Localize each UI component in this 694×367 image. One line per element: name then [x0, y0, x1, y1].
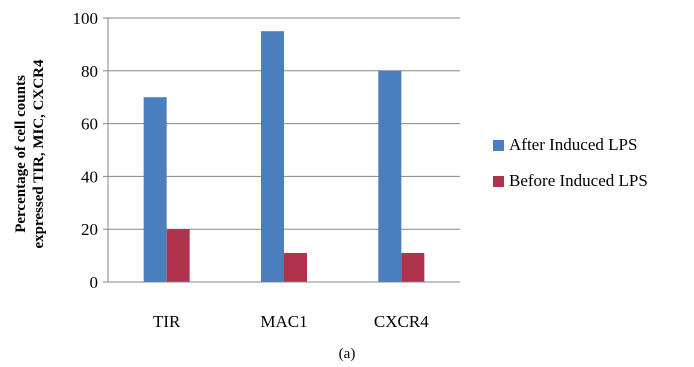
bar-before-tir: [166, 229, 190, 282]
x-tick-label: MAC1: [260, 312, 307, 331]
y-tick-label: 60: [81, 115, 98, 134]
bar-after-tir: [143, 97, 167, 282]
legend-swatch: [493, 140, 504, 151]
x-tick-label: CXCR4: [374, 312, 429, 331]
y-axis-label-line2: expressed TIR, MIC, CXCR4: [31, 59, 47, 249]
x-tick-labels: TIR MAC1 CXCR4: [153, 312, 429, 331]
figure-caption: (a): [339, 346, 356, 362]
legend-label: After Induced LPS: [509, 135, 637, 154]
bar-before-cxcr4: [401, 252, 425, 282]
y-tick-labels: 0 20 40 60 80 100: [73, 9, 108, 292]
bars: [143, 31, 425, 283]
y-tick-label: 20: [81, 220, 98, 239]
y-axis-label-line1: Percentage of cell counts: [13, 75, 29, 233]
y-tick-label: 100: [73, 9, 99, 28]
bar-after-mac1: [261, 31, 284, 283]
legend-swatch: [493, 176, 504, 187]
y-tick-label: 80: [81, 62, 98, 81]
bar-after-cxcr4: [378, 70, 402, 282]
bar-before-mac1: [284, 252, 307, 282]
y-tick-label: 0: [90, 273, 99, 292]
legend-label: Before Induced LPS: [509, 171, 648, 190]
y-tick-label: 40: [81, 167, 98, 186]
x-tick-label: TIR: [153, 312, 181, 331]
legend: After Induced LPS Before Induced LPS: [493, 135, 648, 190]
